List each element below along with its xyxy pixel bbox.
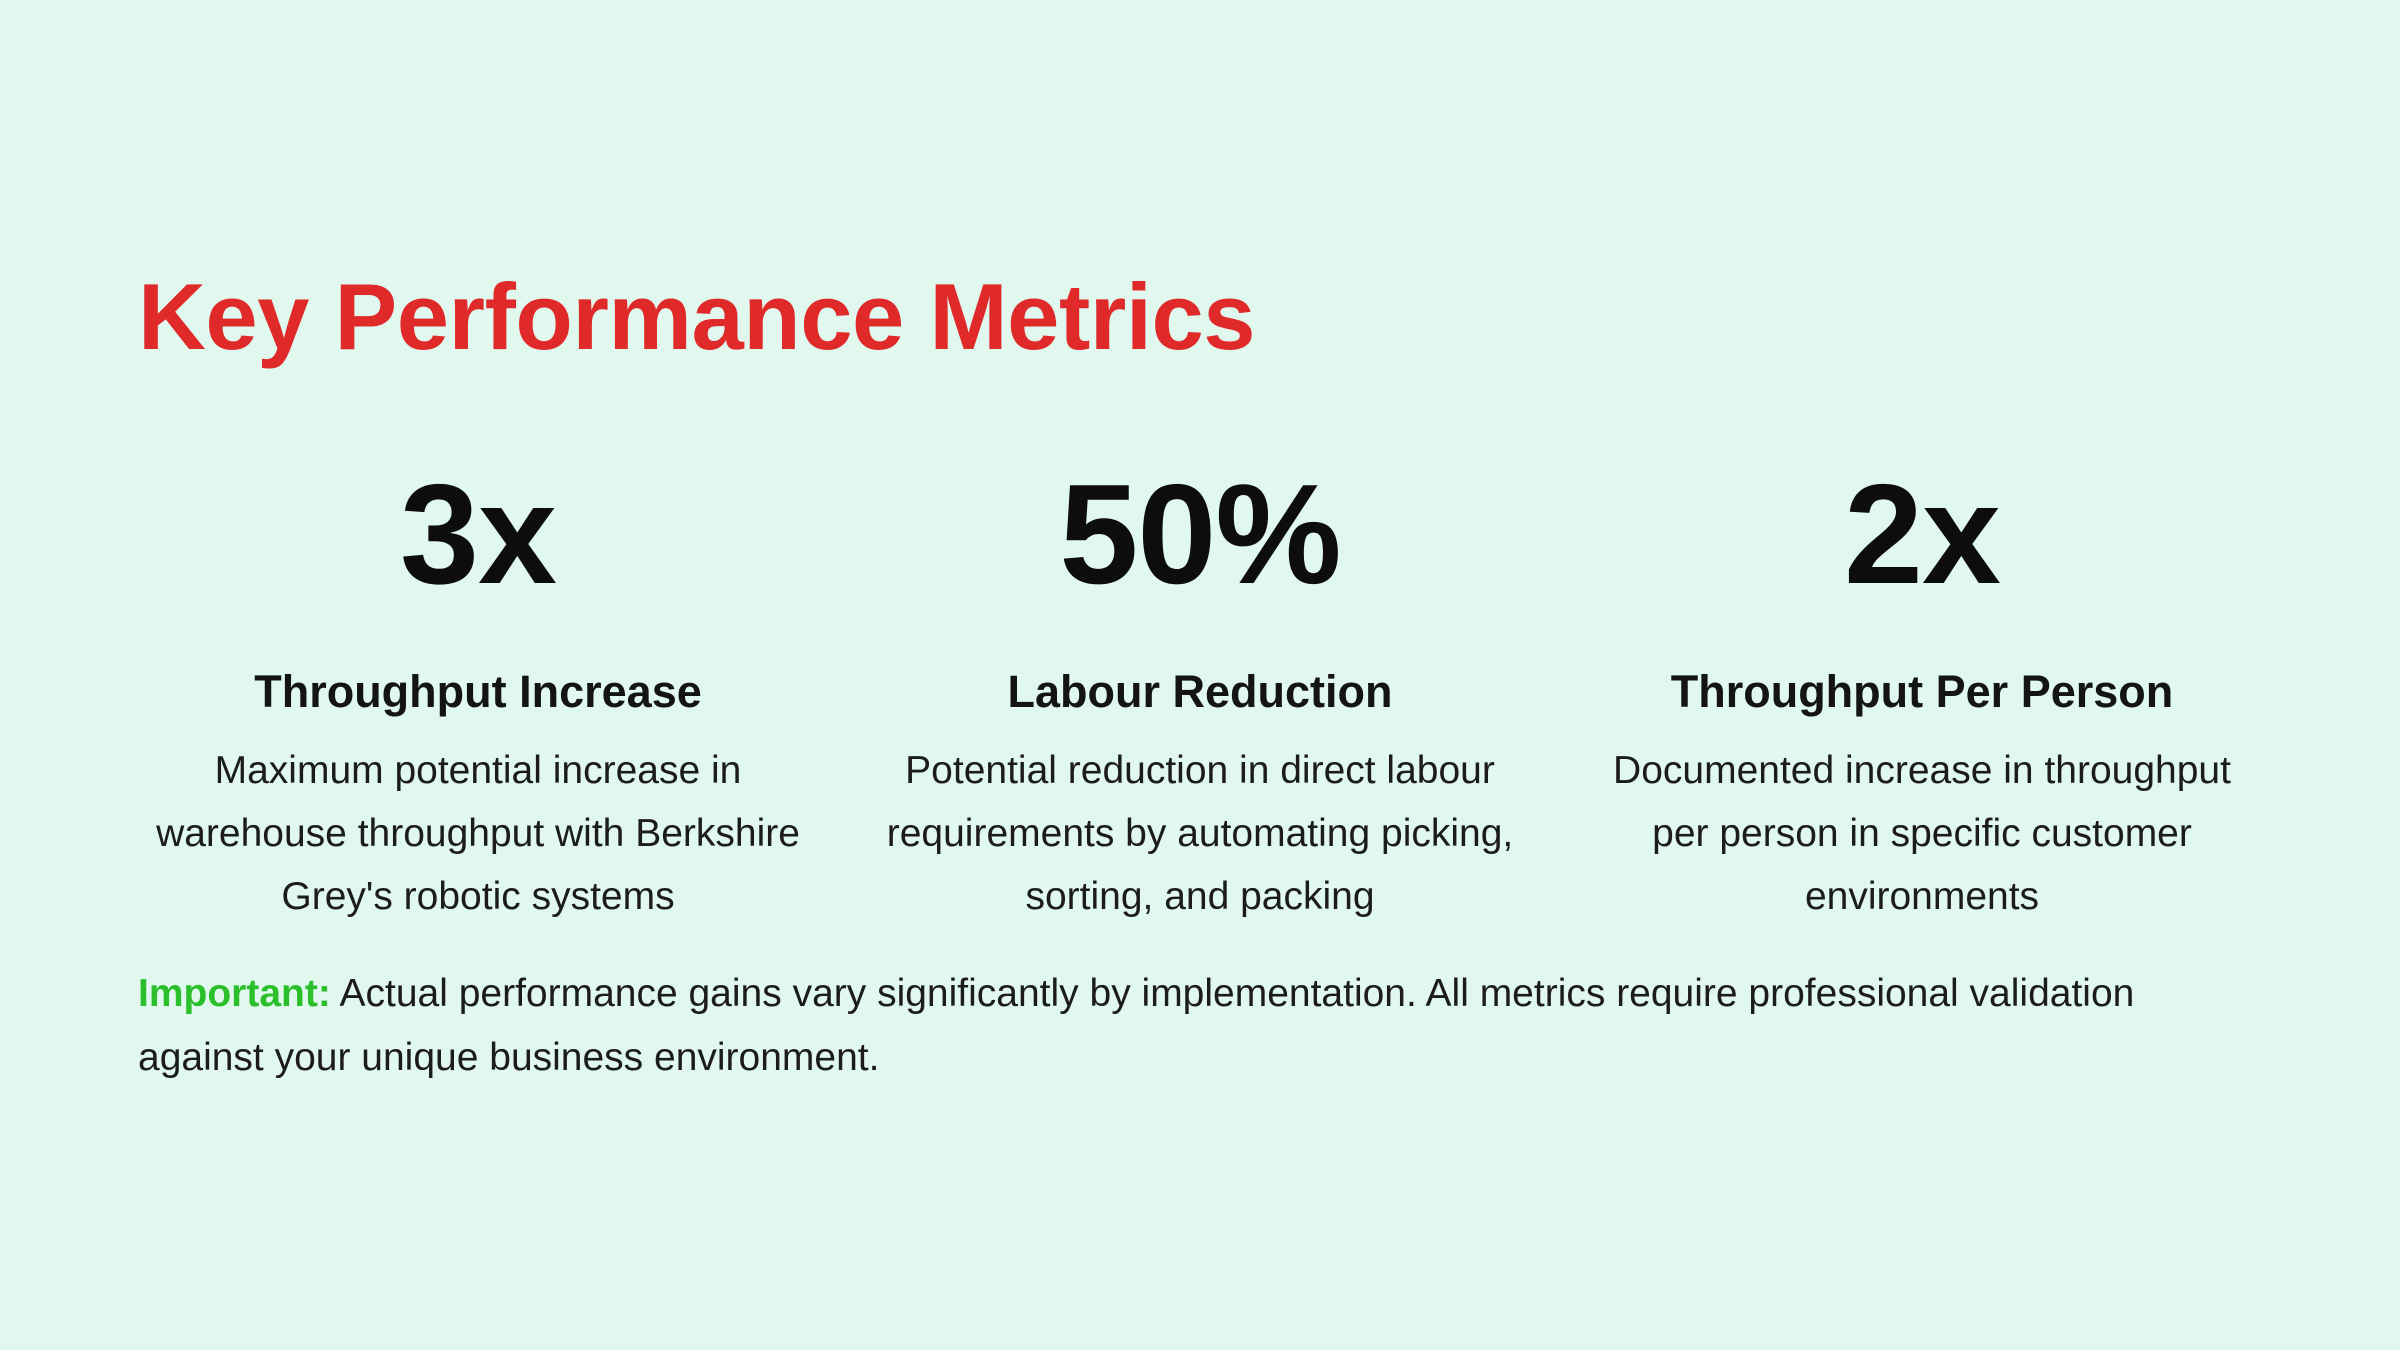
note-label: Important:: [138, 972, 331, 1015]
metric-label: Labour Reduction: [1007, 666, 1393, 717]
metric-labour-reduction: 50% Labour Reduction Potential reduction…: [860, 455, 1540, 918]
metric-value: 50%: [1059, 455, 1341, 614]
metric-label: Throughput Increase: [254, 666, 702, 717]
metric-label: Throughput Per Person: [1670, 666, 2174, 717]
metric-value: 2x: [1844, 455, 2001, 614]
metric-throughput-increase: 3x Throughput Increase Maximum potential…: [138, 455, 818, 918]
metrics-row: 3x Throughput Increase Maximum potential…: [138, 455, 2262, 918]
metric-description: Potential reduction in direct labour req…: [886, 749, 1514, 918]
metric-description: Documented increase in throughput per pe…: [1613, 749, 2231, 918]
slide-title: Key Performance Metrics: [138, 264, 1256, 369]
metric-description: Maximum potential increase in warehouse …: [156, 749, 800, 918]
metric-value: 3x: [400, 455, 557, 614]
metric-throughput-per-person: 2x Throughput Per Person Documented incr…: [1582, 455, 2262, 918]
note-text: Actual performance gains vary significan…: [138, 972, 2135, 1079]
important-note: Important: Actual performance gains vary…: [138, 962, 2262, 1090]
